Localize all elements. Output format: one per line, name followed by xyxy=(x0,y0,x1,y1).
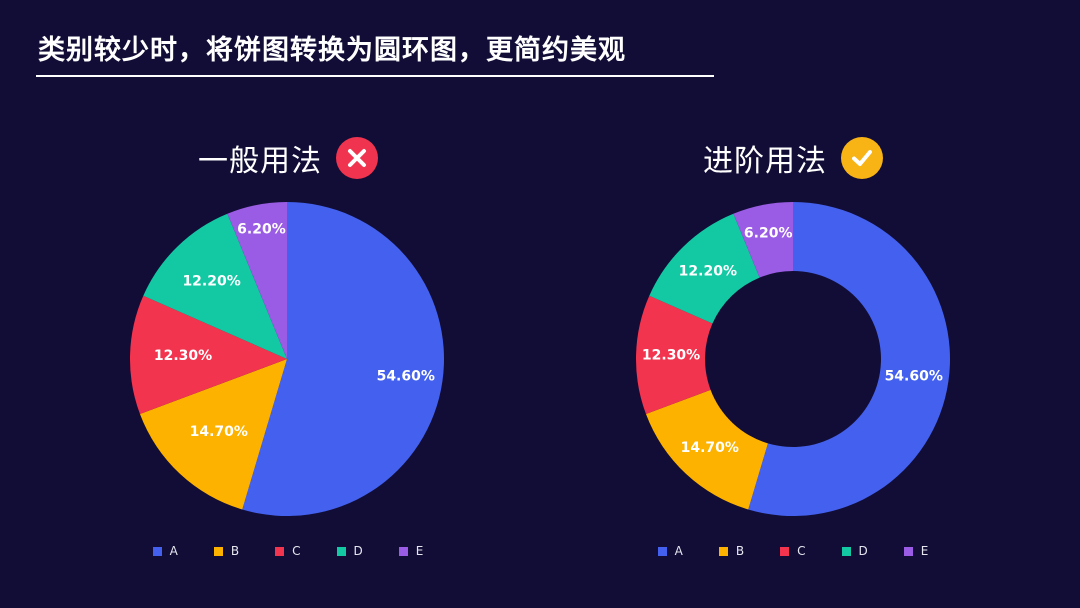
legend-item-a: A xyxy=(657,544,683,558)
slice-b xyxy=(139,359,287,510)
legend-swatch xyxy=(398,546,408,556)
pie-chart-panel: 一般用法 54.60% 14.70% 12.30% 12.20% 6.20% A B C D E xyxy=(68,120,508,580)
data-label-e: 6.20% xyxy=(237,221,286,237)
legend-swatch xyxy=(657,546,667,556)
legend-swatch xyxy=(336,546,346,556)
donut-panel-heading-text: 进阶用法 xyxy=(703,144,827,179)
legend-swatch xyxy=(903,546,913,556)
legend-swatch xyxy=(213,546,223,556)
title-underline xyxy=(36,75,714,77)
data-label-e: 6.20% xyxy=(744,225,793,241)
data-label-b: 14.70% xyxy=(190,424,248,440)
data-label-d: 12.20% xyxy=(679,264,737,280)
slice-a xyxy=(748,202,950,516)
legend-item-d: D xyxy=(841,544,868,558)
pie-panel-heading-text: 一般用法 xyxy=(198,144,322,179)
check-circle-icon xyxy=(841,137,883,179)
pie-panel-heading: 一般用法 xyxy=(68,136,508,180)
legend-label: D xyxy=(353,544,363,558)
legend-item-c: C xyxy=(780,544,806,558)
data-label-a: 54.60% xyxy=(377,368,435,384)
donut-chart: 54.60% 14.70% 12.30% 12.20% 6.20% xyxy=(636,202,950,516)
legend-label: B xyxy=(230,544,240,558)
data-label-c: 12.30% xyxy=(154,348,212,364)
x-circle-icon xyxy=(336,137,378,179)
data-label-a: 54.60% xyxy=(885,369,943,385)
slice-c xyxy=(130,295,287,415)
donut-legend: A B C D E xyxy=(573,544,1013,558)
data-label-b: 14.70% xyxy=(681,440,739,456)
legend-swatch xyxy=(841,546,851,556)
legend-swatch xyxy=(152,546,162,556)
legend-label: E xyxy=(920,544,929,558)
legend-label: B xyxy=(735,544,745,558)
legend-item-a: A xyxy=(152,544,178,558)
slice-a xyxy=(242,202,445,516)
legend-item-c: C xyxy=(275,544,301,558)
donut-chart-panel: 进阶用法 54.60% 14.70% 12.30% 12.20% 6.20% A B C D E xyxy=(573,120,1013,580)
legend-label: E xyxy=(415,544,424,558)
legend-label: D xyxy=(858,544,868,558)
legend-swatch xyxy=(275,546,285,556)
slice-d xyxy=(649,213,760,324)
slice-b xyxy=(645,389,768,510)
legend-item-b: B xyxy=(718,544,745,558)
pie-chart: 54.60% 14.70% 12.30% 12.20% 6.20% xyxy=(130,202,445,516)
legend-label: A xyxy=(169,544,178,558)
data-label-c: 12.30% xyxy=(642,348,700,364)
slice-e xyxy=(733,202,793,278)
page-title: 类别较少时，将饼图转换为圆环图，更简约美观 xyxy=(38,35,626,66)
legend-label: C xyxy=(797,544,806,558)
donut-panel-heading: 进阶用法 xyxy=(573,136,1013,180)
legend-swatch xyxy=(780,546,790,556)
legend-label: C xyxy=(292,544,301,558)
legend-item-e: E xyxy=(398,544,424,558)
slice-c xyxy=(636,295,713,415)
slice-d xyxy=(143,213,287,359)
legend-label: A xyxy=(674,544,683,558)
data-label-d: 12.20% xyxy=(182,274,240,290)
legend-item-e: E xyxy=(903,544,929,558)
pie-legend: A B C D E xyxy=(68,544,508,558)
legend-swatch xyxy=(718,546,728,556)
legend-item-d: D xyxy=(336,544,363,558)
slice-e xyxy=(227,202,287,359)
legend-item-b: B xyxy=(213,544,240,558)
